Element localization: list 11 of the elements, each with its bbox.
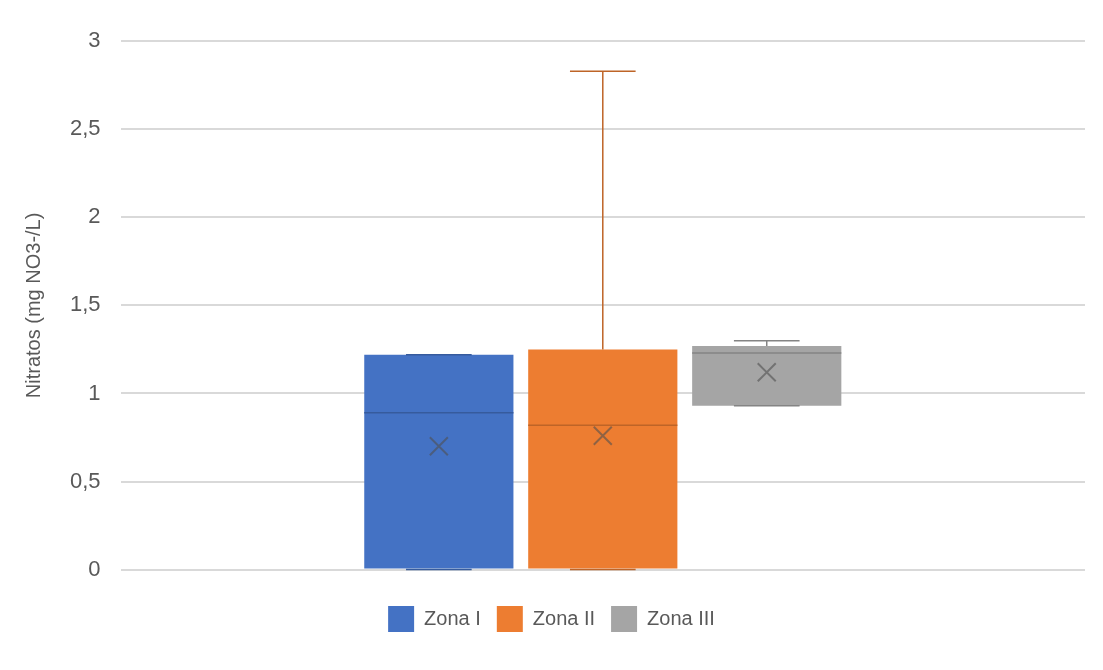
y-tick-label: 2,5 xyxy=(69,115,101,141)
legend-label: Zona I xyxy=(424,606,481,629)
y-tick-label: 1 xyxy=(88,379,101,405)
y-axis-title: Nitratos (mg NO3-/L) xyxy=(21,212,44,399)
y-tick-label: 1,5 xyxy=(69,291,101,317)
y-tick-label: 3 xyxy=(88,27,101,53)
legend-label: Zona II xyxy=(532,606,596,629)
legend-label: Zona III xyxy=(647,606,715,629)
y-tick-label: 2 xyxy=(88,203,101,229)
y-tick-label: 0,5 xyxy=(69,467,101,493)
y-tick-label: 0 xyxy=(88,555,101,581)
